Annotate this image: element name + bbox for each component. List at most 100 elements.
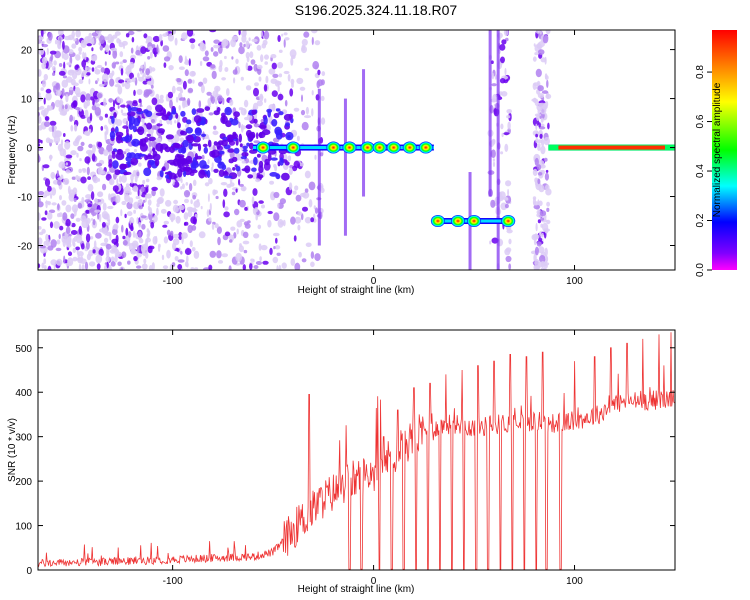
noise-speck xyxy=(253,118,258,124)
noise-speck xyxy=(546,219,551,225)
noise-speck xyxy=(506,109,512,114)
noise-speck xyxy=(105,126,109,135)
noise-speck xyxy=(191,108,197,115)
noise-speck xyxy=(208,217,212,222)
tone-peak xyxy=(418,141,433,154)
noise-speck xyxy=(252,171,257,180)
noise-speck xyxy=(117,149,122,153)
noise-speck xyxy=(240,156,247,160)
noise-speck xyxy=(91,105,97,111)
noise-speck xyxy=(127,30,135,36)
noise-speck xyxy=(129,72,134,80)
noise-speck xyxy=(200,117,206,126)
noise-speck xyxy=(178,231,183,241)
noise-speck xyxy=(261,129,271,136)
noise-speck xyxy=(95,232,102,239)
noise-speck xyxy=(41,44,49,48)
noise-speck xyxy=(49,50,57,55)
noise-speck xyxy=(97,93,103,99)
noise-speck xyxy=(245,124,253,130)
noise-speck xyxy=(500,56,505,64)
noise-speck xyxy=(50,239,57,248)
noise-speck xyxy=(177,259,185,263)
noise-speck xyxy=(91,153,96,162)
noise-speck xyxy=(188,58,191,67)
tone-peak xyxy=(286,141,301,154)
noise-speck xyxy=(119,61,123,65)
noise-speck xyxy=(117,85,123,95)
noise-speck xyxy=(545,169,549,173)
noise-speck xyxy=(88,78,91,85)
noise-speck xyxy=(264,158,270,166)
noise-speck xyxy=(312,60,320,70)
noise-speck xyxy=(85,241,90,250)
noise-speck xyxy=(88,261,96,267)
noise-speck xyxy=(58,63,63,67)
noise-speck xyxy=(65,162,69,166)
noise-speck xyxy=(185,182,189,186)
noise-speck xyxy=(187,87,194,93)
noise-speck xyxy=(253,63,258,72)
noise-speck xyxy=(263,30,270,40)
noise-speck xyxy=(155,142,164,152)
noise-speck xyxy=(283,32,288,36)
noise-speck xyxy=(539,255,546,263)
tone-tone-center xyxy=(253,141,434,154)
noise-speck xyxy=(490,149,496,158)
noise-speck xyxy=(242,240,250,245)
noise-speck xyxy=(152,147,156,153)
noise-speck xyxy=(146,122,153,130)
noise-speck xyxy=(92,218,96,226)
noise-speck xyxy=(186,98,191,106)
noise-speck xyxy=(136,217,139,225)
noise-speck xyxy=(122,235,126,240)
noise-speck xyxy=(239,243,242,248)
noise-speck xyxy=(540,267,545,270)
noise-speck xyxy=(206,91,212,96)
noise-speck xyxy=(61,200,67,206)
noise-speck xyxy=(94,69,101,75)
noise-speck xyxy=(279,198,286,205)
noise-speck xyxy=(194,267,199,270)
noise-speck xyxy=(216,250,222,259)
noise-speck xyxy=(56,258,63,266)
noise-speck xyxy=(137,126,145,136)
noise-speck xyxy=(252,259,255,263)
noise-speck xyxy=(72,71,78,80)
noise-speck xyxy=(207,139,212,148)
noise-speck xyxy=(544,247,548,257)
chart-title: S196.2025.324.11.18.R07 xyxy=(295,2,458,18)
noise-speck xyxy=(298,251,302,258)
noise-speck xyxy=(41,262,45,269)
noise-speck xyxy=(132,230,136,238)
noise-speck xyxy=(148,136,156,142)
noise-speck xyxy=(290,258,296,266)
noise-speck xyxy=(257,224,262,230)
noise-speck xyxy=(274,129,283,135)
noise-speck xyxy=(202,143,208,148)
noise-speck xyxy=(300,213,304,221)
noise-speck xyxy=(112,201,116,206)
noise-speck xyxy=(184,248,192,255)
snr-ylabel: SNR (10 * v/v) xyxy=(7,418,18,482)
noise-speck xyxy=(282,219,286,227)
noise-speck xyxy=(240,125,247,130)
noise-speck xyxy=(136,252,142,258)
noise-speck xyxy=(126,80,132,83)
noise-speck xyxy=(210,47,214,52)
noise-speck xyxy=(178,55,183,63)
noise-speck xyxy=(267,219,272,228)
noise-speck xyxy=(165,31,169,36)
noise-speck xyxy=(176,78,182,83)
noise-speck xyxy=(63,61,66,70)
noise-speck xyxy=(229,99,234,106)
noise-speck xyxy=(110,261,116,267)
noise-speck xyxy=(196,108,205,113)
noise-speck xyxy=(255,178,261,183)
noise-speck xyxy=(500,123,504,130)
noise-speck xyxy=(166,229,171,236)
noise-speck xyxy=(103,67,111,76)
noise-speck xyxy=(59,195,62,201)
noise-speck xyxy=(128,197,134,204)
noise-speck xyxy=(508,238,512,245)
